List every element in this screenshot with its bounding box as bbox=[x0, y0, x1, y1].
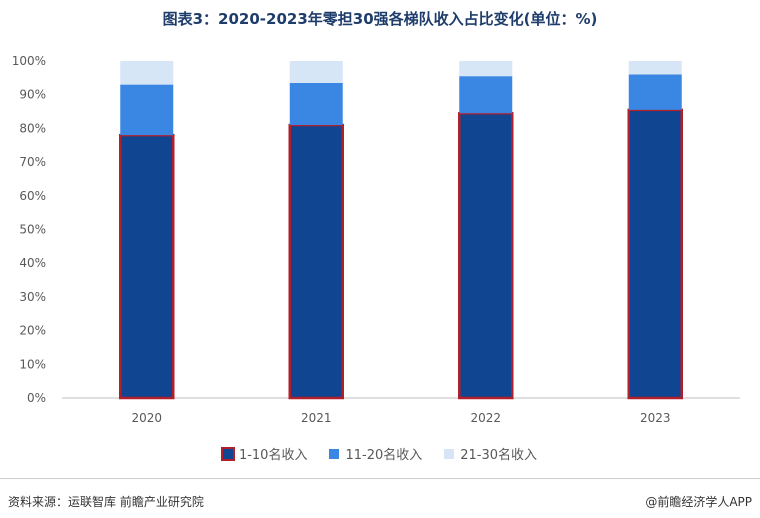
legend: 1-10名收入 11-20名收入 21-30名收入 bbox=[0, 444, 760, 463]
bar-segment-21-30[interactable] bbox=[628, 61, 682, 75]
y-tick-label: 0% bbox=[27, 391, 46, 405]
source-note: 资料来源：运联智库 前瞻产业研究院 bbox=[8, 495, 204, 509]
legend-item-11-20[interactable]: 11-20名收入 bbox=[329, 444, 422, 463]
x-tick-label: 2023 bbox=[640, 411, 671, 425]
bar-segment-top10[interactable] bbox=[627, 108, 683, 400]
y-tick-label: 20% bbox=[19, 324, 46, 338]
bar-segment-top10[interactable] bbox=[288, 123, 344, 400]
legend-swatch-top10 bbox=[220, 446, 235, 461]
bar-segment-21-30[interactable] bbox=[120, 61, 174, 85]
bar-segment-11-20[interactable] bbox=[628, 74, 682, 110]
y-tick-label: 10% bbox=[19, 357, 46, 371]
brand-note: @前瞻经济学人APP bbox=[645, 495, 752, 509]
x-tick-label: 2020 bbox=[131, 411, 162, 425]
x-tick-label: 2022 bbox=[470, 411, 501, 425]
x-axis: 2020 2021 2022 2023 bbox=[62, 397, 740, 425]
y-tick-label: 90% bbox=[19, 88, 46, 102]
bar-segment-top10[interactable] bbox=[119, 133, 175, 400]
bar-segment-top10[interactable] bbox=[458, 111, 514, 400]
y-tick-label: 100% bbox=[12, 54, 46, 68]
y-axis: 0% 10% 20% 30% 40% 50% 60% 70% 80% 90% 100% bbox=[12, 54, 46, 405]
legend-item-21-30[interactable]: 21-30名收入 bbox=[444, 444, 537, 463]
y-tick-label: 50% bbox=[19, 223, 46, 237]
bar-segment-11-20[interactable] bbox=[459, 76, 513, 114]
y-tick-label: 40% bbox=[19, 256, 46, 270]
y-tick-label: 30% bbox=[19, 290, 46, 304]
legend-label-top10: 1-10名收入 bbox=[238, 448, 308, 463]
footer-divider bbox=[0, 478, 760, 479]
y-tick-label: 60% bbox=[19, 189, 46, 203]
legend-label-11-20: 11-20名收入 bbox=[345, 448, 423, 463]
chart-title: 图表3：2020-2023年零担30强各梯队收入占比变化(单位：%) bbox=[162, 10, 598, 28]
bar-segment-21-30[interactable] bbox=[289, 61, 343, 83]
bar-segment-21-30[interactable] bbox=[459, 61, 513, 77]
x-tick-label: 2021 bbox=[301, 411, 332, 425]
legend-item-top10[interactable]: 1-10名收入 bbox=[220, 444, 308, 463]
bars bbox=[119, 61, 683, 400]
legend-swatch-21-30 bbox=[444, 448, 455, 459]
legend-swatch-11-20 bbox=[329, 448, 340, 459]
legend-label-21-30: 21-30名收入 bbox=[460, 448, 538, 463]
y-tick-label: 70% bbox=[19, 155, 46, 169]
bar-segment-11-20[interactable] bbox=[120, 84, 174, 136]
y-tick-label: 80% bbox=[19, 121, 46, 135]
bar-segment-11-20[interactable] bbox=[289, 82, 343, 126]
